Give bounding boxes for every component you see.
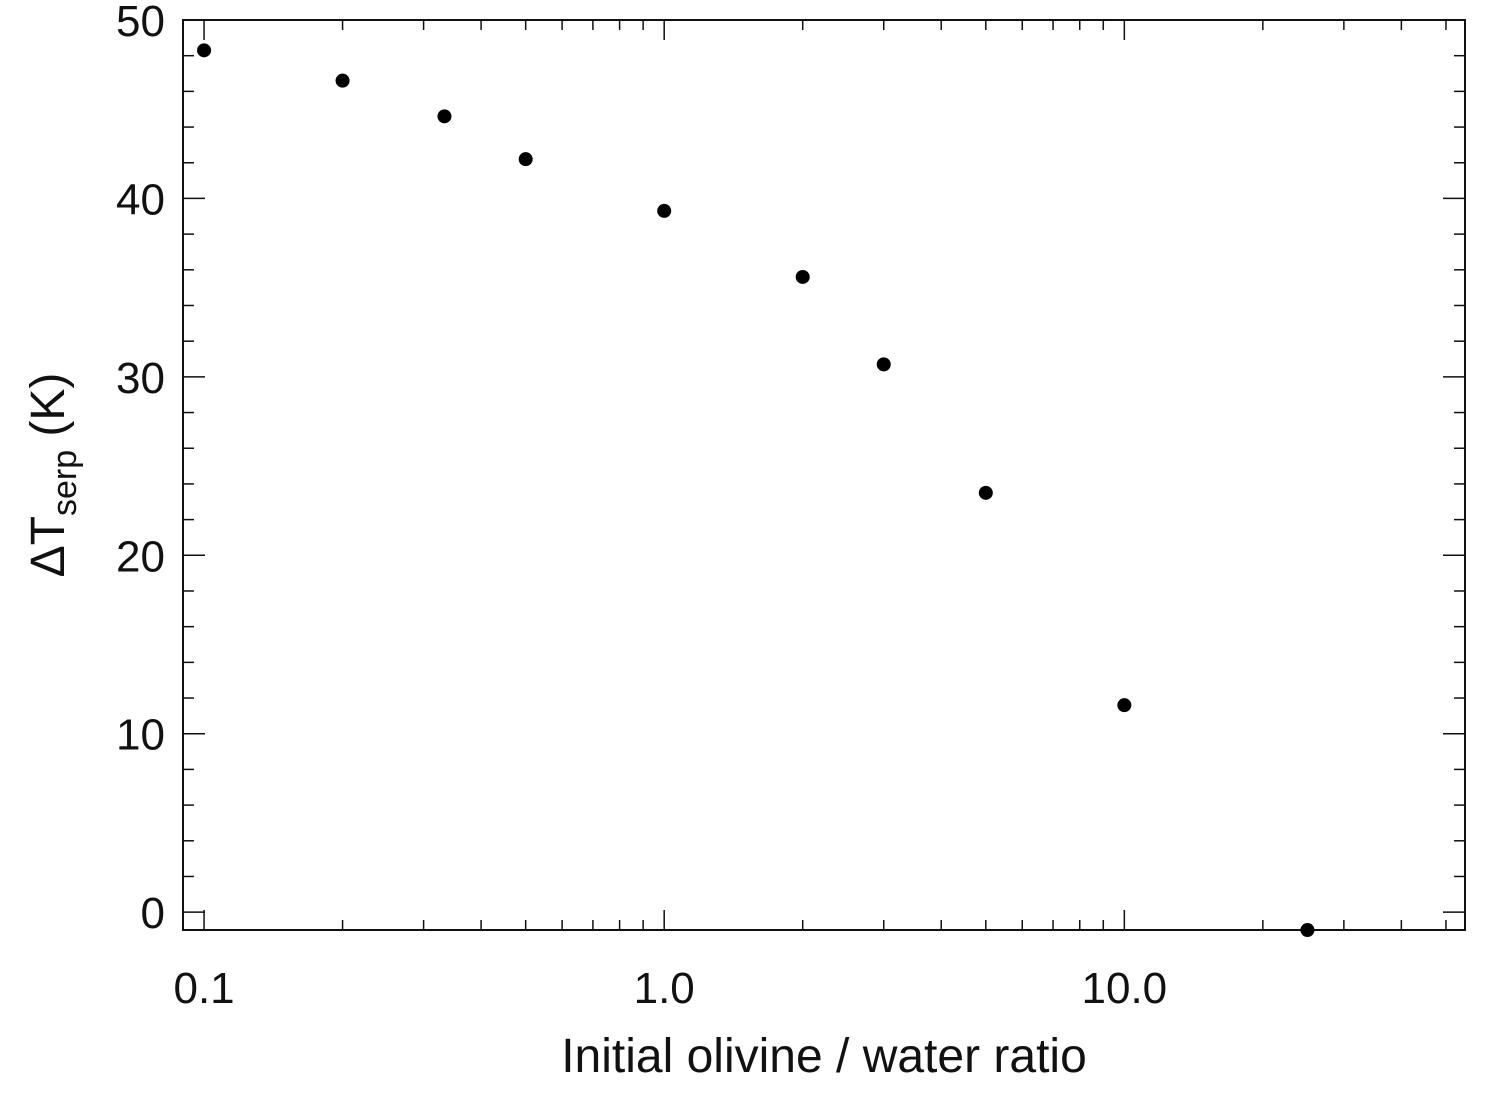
y-axis-label-prefix: ΔT bbox=[22, 516, 75, 577]
data-points bbox=[197, 43, 1315, 937]
y-axis-label: ΔTserp (K) bbox=[22, 373, 84, 578]
x-tick-label: 10.0 bbox=[1082, 964, 1168, 1013]
y-axis-label-subscript: serp bbox=[46, 450, 84, 516]
data-point bbox=[518, 152, 533, 167]
x-tick-label: 1.0 bbox=[634, 964, 695, 1013]
data-point bbox=[437, 109, 452, 124]
y-tick-label: 0 bbox=[141, 889, 165, 938]
data-point bbox=[978, 485, 993, 500]
y-tick-label: 20 bbox=[116, 532, 165, 581]
tick-labels: 0.1 1.0 10.0 0 10 20 30 40 50 bbox=[116, 0, 1167, 1013]
data-point bbox=[335, 73, 350, 88]
data-point bbox=[1117, 698, 1132, 713]
plot-frame bbox=[182, 19, 1466, 931]
x-axis-label: Initial olivine / water ratio bbox=[561, 1030, 1087, 1083]
y-tick-label: 40 bbox=[116, 175, 165, 224]
y-tick-label: 30 bbox=[116, 354, 165, 403]
data-point bbox=[197, 43, 212, 58]
y-tick-label: 50 bbox=[116, 0, 165, 46]
y-axis-label-suffix: (K) bbox=[22, 373, 75, 450]
data-point bbox=[657, 203, 672, 218]
x-tick-label: 0.1 bbox=[173, 964, 234, 1013]
axis-ticks bbox=[182, 19, 1465, 930]
data-point bbox=[1300, 923, 1315, 937]
data-point bbox=[876, 357, 891, 372]
y-tick-label: 10 bbox=[116, 711, 165, 760]
data-point bbox=[795, 269, 810, 284]
